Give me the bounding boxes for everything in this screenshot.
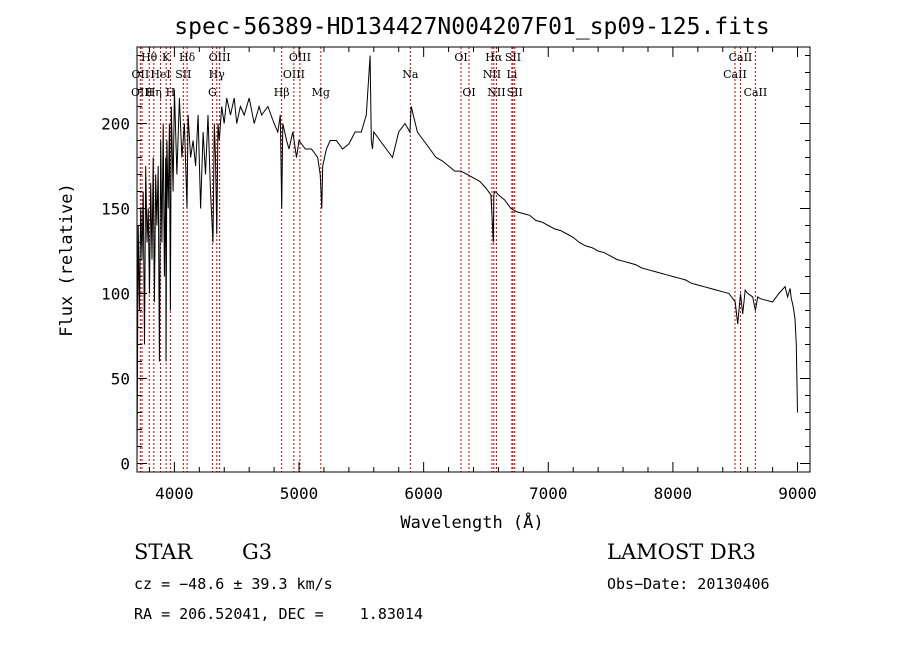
- object-class: STAR: [134, 540, 193, 564]
- line-id-label: NII: [487, 86, 505, 99]
- line-id-label: Hβ: [274, 86, 290, 99]
- line-id-label: Hδ: [179, 51, 196, 64]
- line-id-label: OI: [462, 86, 475, 99]
- chart-title: spec-56389-HD134427N004207F01_sp09-125.f…: [174, 14, 769, 40]
- line-id-label: H: [166, 86, 176, 99]
- x-axis-ticks: 4000 5000 6000 7000 8000 9000: [148, 47, 817, 503]
- redshift-cz: cz = −48.6 ± 39.3 km/s: [134, 575, 333, 593]
- y-tick-label: 50: [111, 370, 130, 389]
- subclass: G3: [242, 540, 272, 564]
- x-axis-label: Wavelength (Å): [400, 511, 543, 533]
- line-id-label: OIII: [289, 51, 311, 64]
- line-id-label: G: [208, 86, 217, 99]
- y-tick-label: 100: [101, 285, 130, 304]
- line-id-label: Hα: [485, 51, 503, 64]
- line-id-label: OIII: [209, 51, 231, 64]
- survey-name: LAMOST DR3: [607, 540, 756, 564]
- x-tick-label: 8000: [654, 484, 693, 503]
- line-id-label: Hη: [146, 86, 162, 99]
- spectrum-line: [136, 55, 798, 464]
- line-id-label: SII: [505, 51, 521, 64]
- line-id-label: OIII: [283, 68, 305, 81]
- y-axis-label: Flux (relative): [57, 183, 77, 337]
- line-id-label: Hθ: [141, 51, 158, 64]
- line-id-label: Hγ: [209, 68, 226, 81]
- line-id-markers: [139, 47, 756, 472]
- y-axis-ticks: 0 50 100 150 200: [101, 55, 810, 474]
- line-id-label: NII: [483, 68, 501, 81]
- y-tick-label: 150: [101, 200, 130, 219]
- line-id-label: K: [162, 51, 171, 64]
- line-id-label: CaII: [723, 68, 747, 81]
- plot-frame: [136, 46, 811, 473]
- obs-date: Obs−Date: 20130406: [607, 575, 770, 593]
- line-id-label: OIII: [131, 86, 153, 99]
- x-tick-label: 4000: [155, 484, 194, 503]
- line-id-label: Na: [402, 68, 419, 81]
- line-id-label: CaII: [744, 86, 768, 99]
- line-id-label: OII: [132, 68, 150, 81]
- x-tick-label: 7000: [529, 484, 568, 503]
- line-id-label: SII: [507, 86, 523, 99]
- line-id-label: CaII: [729, 51, 753, 64]
- y-tick-label: 0: [120, 455, 130, 474]
- x-tick-label: 6000: [404, 484, 443, 503]
- x-tick-label: 9000: [778, 484, 817, 503]
- line-id-label: SII: [175, 68, 191, 81]
- line-id-label: OI: [454, 51, 467, 64]
- y-tick-label: 200: [101, 115, 130, 134]
- coordinates: RA = 206.52041, DEC = 1.83014: [134, 605, 423, 623]
- line-id-label: HeI: [150, 68, 170, 81]
- line-id-labels: Hθ OII OIII K HeI Hη H Hδ SII OIII Hγ G Hβ OIII OIII Mg…: [131, 51, 767, 99]
- line-id-label: Li: [506, 68, 517, 81]
- line-id-label: Mg: [312, 86, 330, 99]
- x-tick-label: 5000: [280, 484, 319, 503]
